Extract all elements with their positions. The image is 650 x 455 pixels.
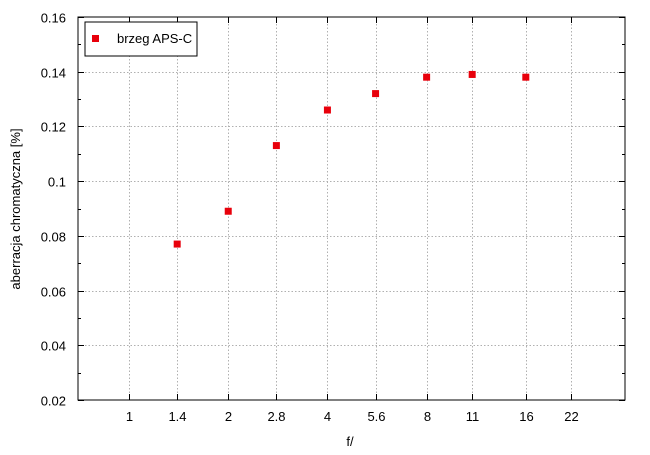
y-tick-label: 0.02: [41, 394, 66, 409]
x-tick-label: 4: [324, 409, 331, 424]
data-point: [224, 207, 232, 215]
data-point: [522, 73, 530, 81]
x-axis-title: f/: [346, 434, 354, 449]
y-tick-label: 0.06: [41, 285, 66, 300]
y-tick-labels: 0.02 0.04 0.06 0.08 0.1 0.12 0.14 0.16: [41, 11, 66, 409]
legend-label: brzeg APS-C: [117, 31, 192, 46]
y-tick-label: 0.12: [41, 120, 66, 135]
data-point: [173, 240, 181, 248]
x-tick-label: 1: [126, 409, 133, 424]
y-axis-title: aberracja chromatyczna [%]: [8, 128, 23, 289]
x-tick-label: 5.6: [367, 409, 385, 424]
legend-box: [84, 21, 198, 57]
data-point: [272, 142, 280, 150]
plot-background: [78, 17, 625, 400]
data-point: [423, 73, 431, 81]
y-tick-label: 0.16: [41, 11, 66, 26]
data-points: [173, 70, 530, 248]
x-tick-label: 2.8: [267, 409, 285, 424]
y-tick-label: 0.08: [41, 230, 66, 245]
plot-frame: [77, 16, 626, 401]
data-point: [372, 90, 380, 98]
x-tick-label: 1.4: [168, 409, 186, 424]
x-tick-label: 16: [519, 409, 533, 424]
grid: [78, 17, 625, 400]
y-tick-label: 0.04: [41, 339, 66, 354]
y-tick-label: 0.1: [48, 175, 66, 190]
x-tick-label: 22: [564, 409, 578, 424]
x-tick-label: 11: [466, 409, 480, 424]
x-tick-labels: 1 1.4 2 2.8 4 5.6 8 11 16 22: [126, 409, 579, 424]
legend: brzeg APS-C: [84, 21, 198, 57]
data-point: [323, 106, 331, 114]
data-point: [468, 70, 476, 78]
legend-marker: [92, 35, 99, 42]
x-tick-label: 8: [424, 409, 431, 424]
y-tick-label: 0.14: [41, 66, 66, 81]
x-tick-label: 2: [225, 409, 232, 424]
